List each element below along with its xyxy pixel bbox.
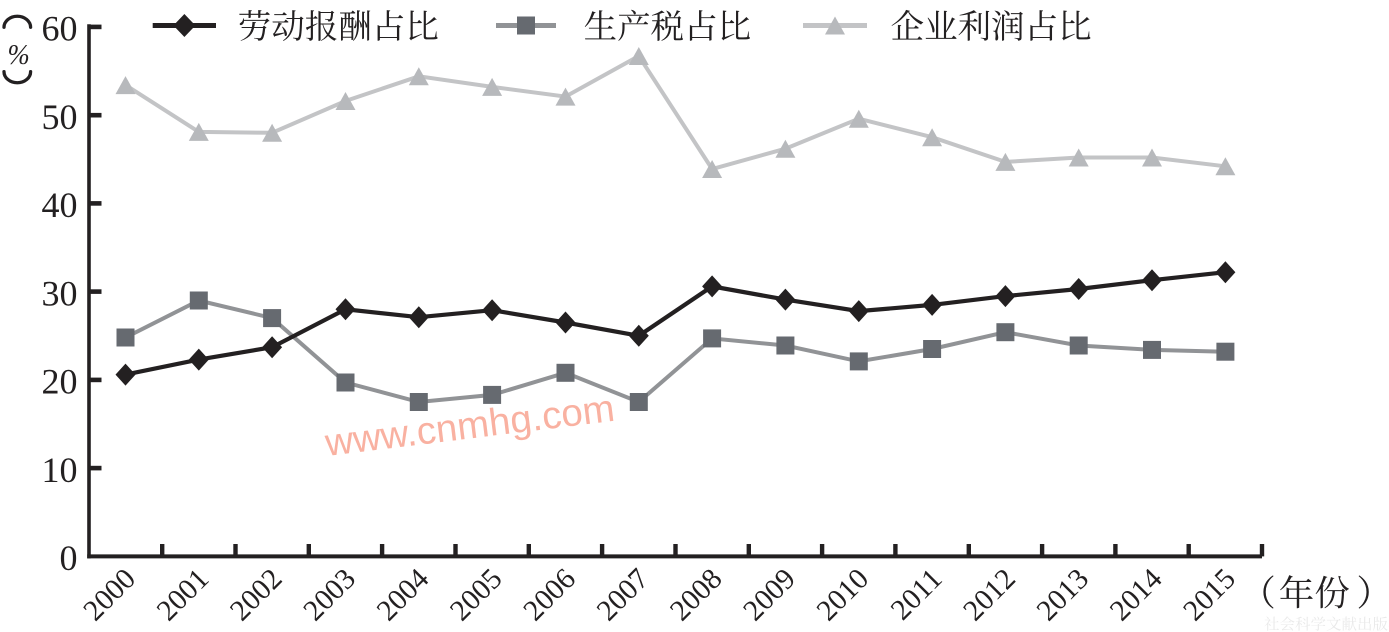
svg-text:20: 20: [42, 362, 78, 402]
svg-text:10: 10: [42, 450, 78, 490]
svg-text:50: 50: [42, 97, 78, 137]
svg-text:60: 60: [42, 9, 78, 49]
svg-text:0: 0: [60, 538, 78, 578]
svg-text:40: 40: [42, 185, 78, 225]
svg-text:%: %: [8, 39, 30, 71]
svg-text:30: 30: [42, 273, 78, 313]
